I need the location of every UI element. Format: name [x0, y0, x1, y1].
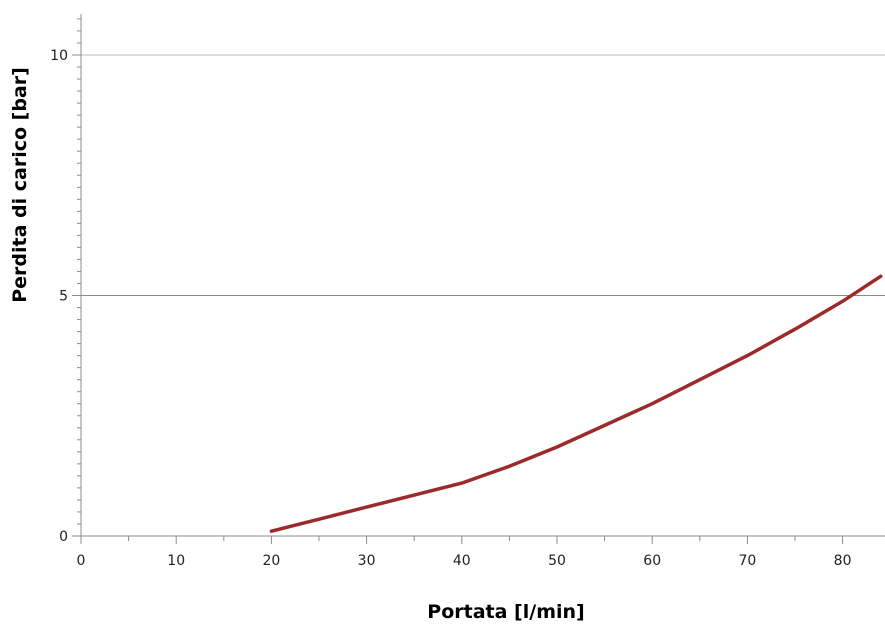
y-tick-label-5: 5 [59, 289, 68, 305]
grid-lines [81, 54, 885, 296]
axes [72, 14, 885, 544]
x-tick-label-20: 20 [262, 553, 280, 569]
x-axis-title: Portata [l/min] [427, 601, 584, 623]
x-tick-label-0: 0 [77, 553, 86, 569]
x-tick-label-60: 60 [643, 553, 661, 569]
series-layer [269, 274, 883, 533]
x-tick-label-80: 80 [834, 553, 852, 569]
series-line-0 [269, 274, 883, 533]
x-tick-label-70: 70 [738, 553, 756, 569]
x-tick-label-30: 30 [358, 553, 376, 569]
y-axis-title: Perdita di carico [bar] [9, 67, 31, 303]
x-tick-label-40: 40 [453, 553, 471, 569]
x-tick-label-50: 50 [548, 553, 566, 569]
y-tick-label-10: 10 [50, 48, 68, 64]
y-tick-label-0: 0 [59, 529, 68, 545]
tick-labels: 0 5 10 0 10 20 30 40 50 60 70 80 [50, 48, 851, 569]
x-tick-label-10: 10 [167, 553, 185, 569]
